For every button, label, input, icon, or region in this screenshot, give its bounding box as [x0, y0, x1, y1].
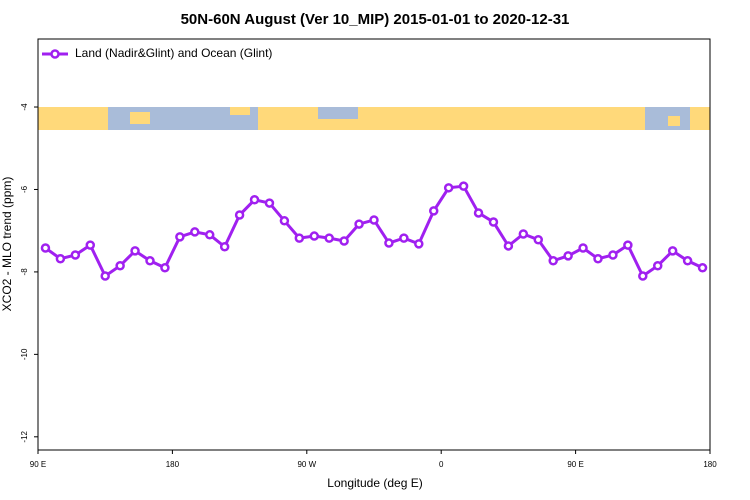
point	[638, 271, 648, 281]
x-tick-label: 90 W	[297, 460, 316, 469]
point	[339, 236, 349, 246]
point	[608, 250, 618, 260]
map-strip	[38, 107, 710, 130]
point	[473, 208, 484, 218]
point	[175, 232, 185, 242]
point	[399, 233, 409, 243]
x-tick-label: 180	[166, 460, 180, 469]
point	[85, 240, 96, 250]
legend-label: Land (Nadir&Glint) and Ocean (Glint)	[75, 46, 272, 60]
x-tick-label: 90 E	[567, 460, 583, 469]
point	[667, 246, 678, 256]
point	[533, 235, 544, 245]
point	[204, 230, 215, 240]
point	[563, 251, 573, 261]
y-tick-label: -12	[20, 430, 29, 442]
point	[443, 183, 454, 193]
point	[503, 241, 514, 251]
point	[264, 198, 275, 208]
point	[249, 195, 260, 205]
point	[428, 206, 439, 216]
point	[100, 271, 110, 281]
point	[309, 231, 320, 241]
point	[652, 260, 663, 271]
y-axis-label: XCO2 - MLO trend (ppm)	[0, 177, 14, 312]
point	[488, 217, 499, 227]
point	[518, 229, 529, 239]
point	[324, 233, 334, 243]
plot-frame	[37, 38, 711, 451]
point	[70, 250, 81, 260]
point	[145, 256, 155, 266]
series-line	[44, 184, 704, 279]
point	[190, 227, 200, 237]
y-tick-label: -6	[20, 185, 29, 193]
point	[40, 243, 51, 253]
point	[384, 238, 394, 248]
point	[354, 219, 364, 229]
point	[623, 240, 633, 250]
chart-title: 50N-60N August (Ver 10_MIP) 2015-01-01 t…	[181, 11, 570, 28]
y-tick-label: -8	[20, 268, 29, 276]
point	[578, 243, 588, 253]
x-tick-label: 180	[703, 460, 717, 469]
x-axis-label: Longitude (deg E)	[327, 476, 422, 490]
point	[219, 242, 230, 252]
point	[414, 239, 424, 249]
point	[279, 216, 290, 226]
y-tick-label: -10	[20, 348, 29, 360]
point	[115, 260, 125, 271]
point	[369, 215, 379, 225]
point	[130, 246, 140, 256]
y-tick-label: -4	[20, 103, 29, 111]
point	[548, 256, 558, 266]
legend-marker	[50, 49, 60, 59]
point	[682, 256, 693, 266]
point	[697, 263, 708, 273]
x-tick-label: 90 E	[30, 460, 46, 469]
point	[458, 181, 469, 191]
point	[160, 263, 170, 273]
point	[593, 253, 603, 264]
point	[55, 253, 66, 264]
point	[234, 210, 245, 220]
x-tick-label: 0	[439, 460, 444, 469]
point	[294, 233, 305, 243]
